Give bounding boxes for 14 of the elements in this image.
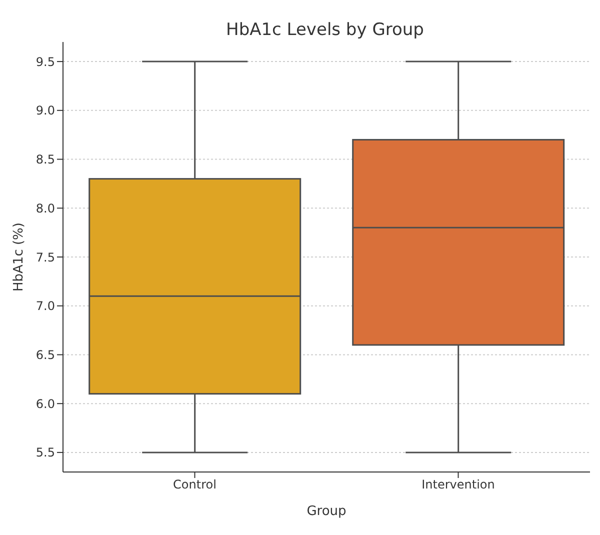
y-tick-label: 9.0 [36,104,55,118]
chart-title: HbA1c Levels by Group [225,20,425,40]
x-axis-title: Group [306,504,346,519]
y-tick-label: 5.5 [36,446,55,460]
x-tick-label: Intervention [422,478,495,492]
y-tick-label: 6.5 [36,348,55,362]
y-axis-title: HbA1c (%) [12,222,27,292]
y-tick-label: 8.0 [36,201,55,216]
y-tick-label: 9.5 [36,54,55,69]
y-tick-label: 8.5 [36,152,55,167]
x-tick-label: Control [173,478,216,492]
y-tick-label: 7.5 [36,250,55,264]
y-tick-label: 7.0 [36,299,55,314]
y-tick-label: 6.0 [36,396,55,411]
